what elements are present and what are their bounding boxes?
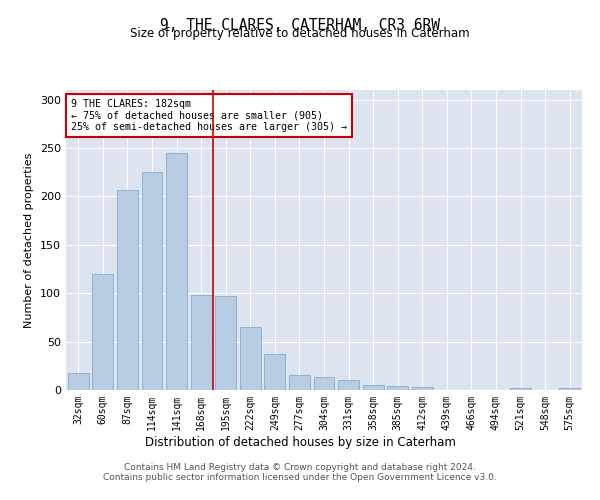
Bar — [142, 172, 163, 390]
Bar — [166, 153, 187, 390]
Bar — [215, 296, 236, 390]
Bar — [314, 378, 334, 390]
Text: Size of property relative to detached houses in Caterham: Size of property relative to detached ho… — [130, 28, 470, 40]
Text: 9, THE CLARES, CATERHAM, CR3 6RW: 9, THE CLARES, CATERHAM, CR3 6RW — [160, 18, 440, 32]
Bar — [240, 327, 261, 390]
Bar — [510, 388, 531, 390]
Bar — [412, 387, 433, 390]
Bar — [289, 374, 310, 390]
Bar — [559, 388, 580, 390]
Bar — [387, 386, 408, 390]
Bar — [92, 274, 113, 390]
Text: Contains HM Land Registry data © Crown copyright and database right 2024.: Contains HM Land Registry data © Crown c… — [124, 464, 476, 472]
Bar — [362, 385, 383, 390]
Bar — [68, 372, 89, 390]
Bar — [117, 190, 138, 390]
Bar — [338, 380, 359, 390]
Text: Contains public sector information licensed under the Open Government Licence v3: Contains public sector information licen… — [103, 474, 497, 482]
Text: 9 THE CLARES: 182sqm
← 75% of detached houses are smaller (905)
25% of semi-deta: 9 THE CLARES: 182sqm ← 75% of detached h… — [71, 99, 347, 132]
Bar — [191, 295, 212, 390]
Bar — [265, 354, 286, 390]
Text: Distribution of detached houses by size in Caterham: Distribution of detached houses by size … — [145, 436, 455, 449]
Y-axis label: Number of detached properties: Number of detached properties — [25, 152, 34, 328]
